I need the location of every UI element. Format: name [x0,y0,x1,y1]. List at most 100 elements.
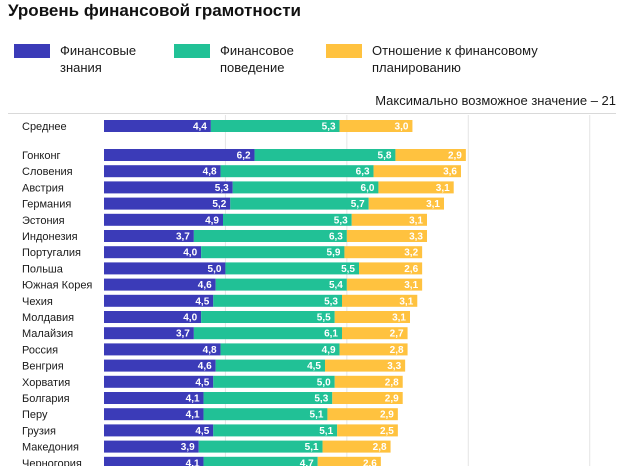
chart-row: Венгрия 4,6 4,5 3,3 [22,359,406,373]
bar-segment-s1 [104,440,199,453]
value-label-s3: 3,0 [395,122,409,133]
bar-segment-s3 [339,343,408,356]
bar-segment-s1 [104,424,214,437]
value-label-s2: 6,3 [329,232,343,243]
top-rule [8,113,616,114]
value-label-s3: 3,1 [409,215,423,226]
bar-segment-s1 [104,278,216,291]
bar-segment-s1 [104,165,221,178]
value-label-s2: 6,3 [356,167,370,178]
value-label-s1: 4,5 [195,426,209,437]
chart-row: Болгария 4,1 5,3 2,9 [22,392,403,405]
chart-row: Россия 4,8 4,9 2,8 [22,343,408,356]
category-label: Македония [22,442,79,454]
legend-label-attitude: Отношение к финансовому планированию [372,43,538,75]
legend-label-behaviour: Финансовое поведение [220,43,294,75]
category-label: Черногория [22,458,82,466]
bar-segment-s1 [104,149,255,161]
category-label: Эстония [22,215,65,227]
value-label-s2: 5,3 [334,215,348,226]
bar-segment-s2 [201,311,335,323]
legend-swatch-knowledge [14,44,50,58]
bar-segment-s2 [193,327,342,340]
value-label-s1: 5,3 [215,183,229,194]
chart-row: Черногория 4,1 4,7 2,6 [22,456,381,466]
value-label-s2: 4,7 [300,458,314,466]
category-label: Среднее [22,121,67,133]
bar-segment-s1 [104,262,226,275]
value-label-s2: 5,9 [327,248,341,259]
bar-segment-s3 [351,213,427,226]
category-label: Малайзия [22,328,73,340]
value-label-s1: 4,6 [198,361,212,372]
chart-row: Среднее 4,4 5,3 3,0 [22,120,413,133]
chart-row: Португалия 4,0 5,9 3,2 [22,246,423,259]
category-label: Чехия [22,296,53,308]
bar-segment-s1 [104,327,194,340]
chart-row: Южная Корея 4,6 5,4 3,1 [22,278,423,292]
bar-segment-s3 [339,120,413,132]
value-label-s2: 4,5 [307,361,321,372]
value-label-s2: 5,1 [319,426,333,437]
chart-row: Грузия 4,5 5,1 2,5 [22,424,398,437]
value-label-s3: 2,7 [390,329,404,340]
legend-swatch-behaviour [174,44,210,58]
chart-row: Молдавия 4,0 5,5 3,1 [22,311,410,324]
value-label-s1: 3,9 [181,442,195,453]
bar-segment-s2 [213,294,342,307]
chart-row: Гонконг 6,2 5,8 2,9 [22,149,466,162]
bar-segment-s1 [104,294,214,307]
category-label: Хорватия [22,377,70,389]
bar-segment-s2 [215,359,325,372]
value-label-s2: 5,3 [324,296,338,307]
bar-segment-s3 [373,165,461,178]
value-label-s1: 4,9 [205,215,219,226]
category-label: Перу [22,409,48,421]
value-label-s3: 2,9 [448,151,462,162]
chart-row: Чехия 4,5 5,3 3,1 [22,294,418,308]
value-label-s1: 4,1 [186,410,200,421]
bar-segment-s3 [342,327,408,340]
value-label-s1: 4,5 [195,296,209,307]
value-label-s3: 3,1 [436,183,450,194]
value-label-s3: 3,1 [404,280,418,291]
bar-segment-s3 [327,408,398,421]
bar-segment-s3 [395,149,466,161]
bar-segment-s1 [104,230,194,242]
legend-swatch-attitude [326,44,362,58]
chart-rows: Среднее 4,4 5,3 3,0 Гонконг 6,2 5,8 2,9 Словения… [22,120,466,466]
chart-row: Малайзия 3,7 6,1 2,7 [22,327,408,340]
value-label-s3: 2,8 [373,442,387,453]
value-label-s3: 3,1 [399,296,413,307]
bar-segment-s3 [334,375,403,388]
value-label-s2: 4,9 [322,345,336,356]
value-label-s1: 4,0 [183,248,197,259]
value-label-s1: 6,2 [237,151,251,162]
bar-segment-s1 [104,120,211,132]
category-label: Индонезия [22,231,78,243]
value-label-s2: 6,1 [324,329,338,340]
chart-title: Уровень финансовой грамотности [8,1,301,20]
bar-segment-s3 [342,294,418,307]
bar-segment-s3 [346,230,427,242]
bar-segment-s3 [346,278,423,291]
category-label: Россия [22,344,58,356]
value-label-s3: 3,3 [387,361,401,372]
value-label-s1: 5,2 [212,199,226,210]
bar-segment-s1 [104,359,216,372]
value-label-s2: 5,8 [378,151,392,162]
value-label-s1: 3,7 [176,329,190,340]
chart-row: Словения 4,8 6,3 3,6 [22,165,461,178]
value-label-s1: 4,8 [203,167,217,178]
bar-segment-s1 [104,246,202,259]
bar-segment-s2 [213,424,338,437]
chart-row: Польша 5,0 5,5 2,6 [22,262,423,275]
bar-segment-s2 [193,230,347,242]
value-label-s3: 3,1 [392,313,406,324]
value-label-s1: 4,0 [183,313,197,324]
value-label-s1: 5,0 [208,264,222,275]
bar-segment-s1 [104,456,204,466]
bar-segment-s2 [203,456,318,466]
value-label-s1: 4,1 [186,394,200,405]
bar-segment-s3 [337,424,398,437]
